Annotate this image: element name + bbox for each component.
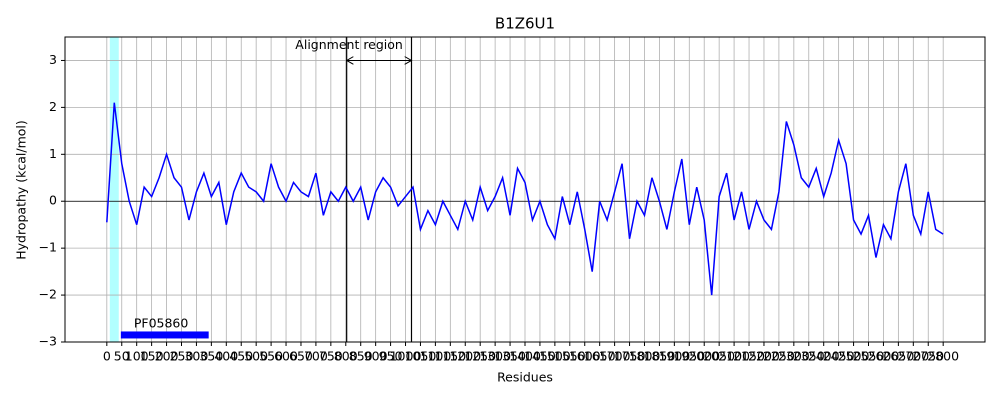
x-tick-label: 1050 — [405, 349, 437, 364]
x-tick-label: 750 — [319, 349, 343, 364]
x-tick-label: 950 — [379, 349, 403, 364]
x-tick-label: 2200 — [748, 349, 780, 364]
x-tick-label: 1850 — [644, 349, 676, 364]
chart-title: B1Z6U1 — [495, 15, 555, 33]
x-tick-label: 1500 — [539, 349, 571, 364]
x-tick-label: 1950 — [673, 349, 705, 364]
x-tick-label: 2500 — [838, 349, 870, 364]
x-tick-label: 1550 — [554, 349, 586, 364]
x-tick-label: 1400 — [509, 349, 541, 364]
y-tick-label: 2 — [49, 99, 57, 114]
x-tick-label: 200 — [155, 349, 179, 364]
x-tick-label: 250 — [170, 349, 194, 364]
x-tick-label: 600 — [274, 349, 298, 364]
y-tick-label: 0 — [49, 193, 57, 208]
x-tick-label: 700 — [304, 349, 328, 364]
x-tick-label: 1800 — [629, 349, 661, 364]
x-axis-label: Residues — [497, 370, 553, 385]
x-tick-label: 2000 — [688, 349, 720, 364]
y-tick-label: −3 — [39, 334, 57, 349]
x-tick-label: 2800 — [927, 349, 959, 364]
x-tick-label: 2450 — [823, 349, 855, 364]
x-tick-label: 2600 — [868, 349, 900, 364]
x-tick-label: 1900 — [658, 349, 690, 364]
x-tick-label: 1200 — [449, 349, 481, 364]
highlight-span — [109, 37, 119, 342]
x-tick-label: 0 — [103, 349, 111, 364]
x-tick-label: 1250 — [464, 349, 496, 364]
x-tick-label: 550 — [259, 349, 283, 364]
x-tick-label: 2400 — [808, 349, 840, 364]
x-tick-label: 900 — [364, 349, 388, 364]
x-tick-label: 2050 — [703, 349, 735, 364]
x-tick-label: 1700 — [599, 349, 631, 364]
x-tick-label: 1100 — [419, 349, 451, 364]
x-tick-label: 2350 — [793, 349, 825, 364]
x-tick-label: 800 — [334, 349, 358, 364]
x-tick-label: 2300 — [778, 349, 810, 364]
x-tick-label: 2750 — [912, 349, 944, 364]
data-line — [106, 102, 944, 296]
x-tick-label: 100 — [125, 349, 149, 364]
x-tick-label: 1650 — [584, 349, 616, 364]
x-tick-label: 50 — [114, 349, 130, 364]
x-tick-label: 1350 — [494, 349, 526, 364]
x-tick-label: 650 — [289, 349, 313, 364]
y-axis-label: Hydropathy (kcal/mol) — [14, 120, 29, 260]
domain-label: PF05860 — [134, 315, 189, 330]
domain-bar — [120, 331, 209, 339]
y-tick-label: −2 — [39, 287, 57, 302]
x-tick-label: 2700 — [897, 349, 929, 364]
x-tick-label: 400 — [214, 349, 238, 364]
x-tick-label: 300 — [184, 349, 208, 364]
x-tick-label: 2100 — [718, 349, 750, 364]
x-tick-label: 2250 — [763, 349, 795, 364]
x-tick-label: 1450 — [524, 349, 556, 364]
x-tick-label: 2150 — [733, 349, 765, 364]
plot-frame — [64, 36, 986, 343]
x-tick-label: 1300 — [479, 349, 511, 364]
y-tick-label: 3 — [49, 52, 57, 67]
x-tick-label: 2650 — [882, 349, 914, 364]
y-tick-label: −1 — [39, 240, 57, 255]
x-tick-label: 1600 — [569, 349, 601, 364]
y-tick-label: 1 — [49, 146, 57, 161]
x-tick-label: 1750 — [614, 349, 646, 364]
x-tick-label: 850 — [349, 349, 373, 364]
x-tick-label: 1000 — [390, 349, 422, 364]
x-tick-label: 2550 — [853, 349, 885, 364]
x-tick-label: 350 — [199, 349, 223, 364]
annotation: Alignment region — [295, 37, 403, 52]
x-tick-label: 500 — [244, 349, 268, 364]
x-tick-label: 1150 — [434, 349, 466, 364]
x-tick-label: 450 — [229, 349, 253, 364]
x-tick-label: 150 — [140, 349, 164, 364]
